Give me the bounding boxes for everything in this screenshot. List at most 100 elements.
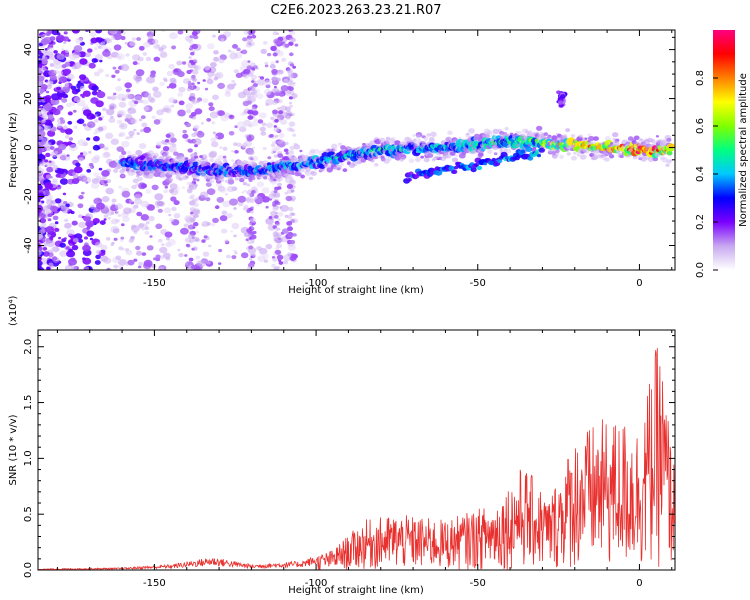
spectrogram-cell [665,163,670,167]
spectrogram-cell [168,145,177,153]
spectrogram-cell [43,189,50,196]
snr-series-line [38,347,675,570]
spectrogram-cell [45,194,53,201]
spectrogram-cell [118,246,124,251]
spectrogram-cell [138,143,147,149]
spectrogram-cell [251,176,256,180]
spectrogram-cell [68,144,78,152]
spectrogram-cell [166,70,173,77]
spectrogram-cell [79,85,86,91]
spectrogram-cell [277,182,282,187]
spectrogram-cell [240,112,245,117]
spectrogram-cell [106,267,111,270]
spectrogram-cell [82,257,92,265]
spectrogram-cell [209,111,219,119]
spectrogram-cell [291,253,298,259]
snr-x-label: Height of straight line (km) [288,585,424,596]
spectrogram-cell [182,61,187,65]
spectrogram-cell [41,58,48,65]
spectrogram-cell [270,45,277,52]
spectrogram-cell [185,243,190,247]
spectrogram-cell [38,233,43,241]
spectrogram-cell [265,98,274,106]
spectrogram-cell [214,205,220,210]
spectrogram-cell [143,126,152,133]
spectrogram-cell [192,35,199,40]
spectrogram-cell [260,48,267,55]
spectrogram-cell [234,150,239,154]
spectrogram-cell [99,220,106,226]
spectrogram-cell [75,37,83,44]
spectrogram-cell [265,217,274,225]
spectrogram-cell [64,218,69,222]
spectrogram-cell [169,183,178,190]
spectrogram-cell [61,98,68,103]
spectrogram-cell [125,93,133,100]
spectrogram-cell [135,69,145,77]
spectrogram-cell [224,239,229,243]
spectrogram-cell [246,94,252,99]
spectrogram-cell [289,179,297,185]
spectrogram-cell [44,125,52,131]
spectrogram-cell [173,151,179,156]
spectrogram-cell [178,86,186,93]
spectrogram-cell [273,253,277,256]
spectrogram-cell [342,168,348,173]
spectrogram-cell [259,126,266,132]
spectrogram-cell [78,221,86,228]
spectrogram-cell [214,72,224,79]
spectrogram-cell [39,52,44,57]
spectrogram-cell [633,155,638,160]
spectrogram-cell [231,80,236,83]
spectrogram-cell [573,151,577,155]
colorbar-tick-label: 0.8 [695,70,706,86]
spectrogram-cell [268,216,273,219]
spectrogram-cell [279,206,283,209]
spectrogram-cell [91,166,95,169]
spectrogram-cell [42,114,48,119]
spectrogram-cell [294,43,299,47]
spectrogram-cell [94,119,99,123]
spectrogram-cell [593,136,599,142]
spectrogram-cell [216,196,225,203]
spectrogram-cell [54,227,60,232]
spectrogram-cell [64,128,73,135]
spectrogram-cell [243,232,251,238]
colorbar-tick-label: 0.2 [695,214,706,230]
spectrogram-cell [241,252,249,259]
spectrogram-cell [263,89,272,96]
spectrogram-cell [248,176,253,181]
spectrogram-cell [46,47,55,53]
spectrogram-cell [141,122,148,128]
spectrogram-cell [124,113,132,119]
spectrogram-cell [97,126,103,131]
spectrogram-cell [93,47,98,51]
spectrogram-cell [217,34,227,42]
spectrogram-cell [96,202,105,210]
spectrogram-cell [288,121,296,127]
spectrogram-cell [246,228,252,233]
spectrogram-cell [91,85,99,92]
spectrogram-cell [189,59,194,64]
spectrogram-cell [64,49,70,53]
spectrogram-cell [206,162,211,167]
x-tick-label: -150 [143,278,166,289]
spectrogram-cell [107,96,112,100]
spectrogram-cell [247,262,255,268]
spectrogram-cell [262,147,267,150]
spectrogram-cell [128,130,135,136]
spectrogram-cell [291,172,295,175]
spectrogram-cell [217,155,225,161]
spectrogram-cell [185,122,192,128]
spectrogram-cell [103,151,111,157]
spectrogram-cell [271,79,278,85]
spectrogram-cell [274,119,279,123]
spectrogram-cell [192,226,196,229]
spectrogram-cell [199,191,209,199]
spectrogram-cell [196,131,205,138]
spectrogram-cell [197,81,201,85]
spectrogram-cell [47,234,51,238]
spectrogram-cell [220,228,228,234]
spectrogram-cell [191,31,198,37]
spectrogram-cell [284,191,289,195]
